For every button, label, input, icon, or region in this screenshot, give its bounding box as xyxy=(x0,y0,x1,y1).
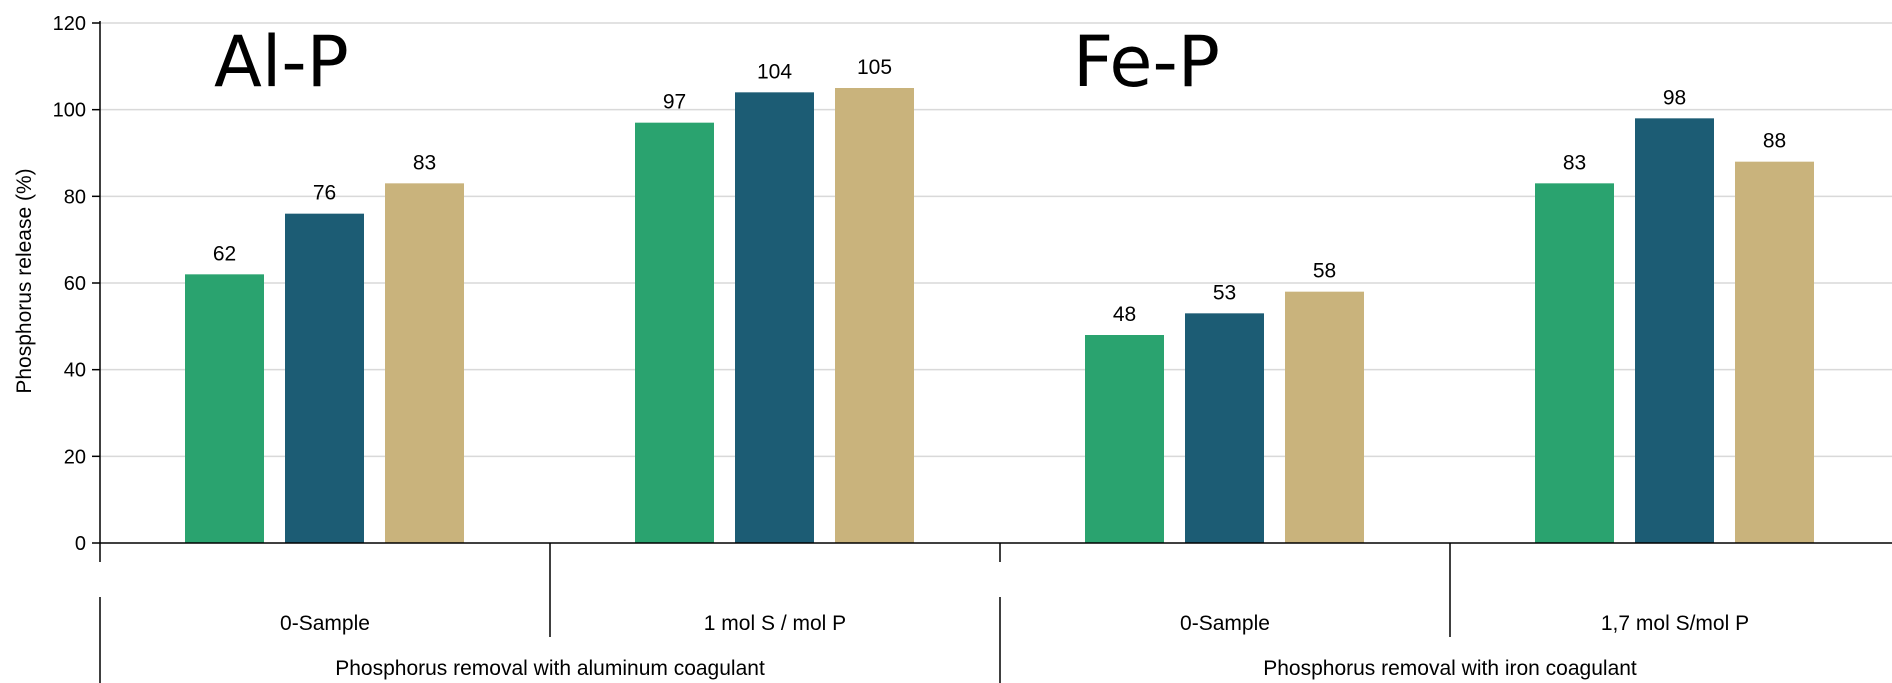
bar xyxy=(285,213,364,543)
y-axis-title: Phosphorus release (%) xyxy=(13,168,36,393)
y-tick-label: 100 xyxy=(53,100,86,122)
bars xyxy=(185,88,1814,544)
y-tick-label: 60 xyxy=(64,273,86,295)
bar xyxy=(1635,118,1714,543)
category-label: 1 mol S / mol P xyxy=(704,612,846,635)
data-label: 53 xyxy=(1213,281,1236,304)
bar xyxy=(385,183,464,544)
group-label: Phosphorus removal with aluminum coagula… xyxy=(335,657,765,680)
bar xyxy=(835,88,914,543)
data-label: 76 xyxy=(313,182,336,205)
bar xyxy=(735,92,814,543)
data-label: 104 xyxy=(757,60,792,83)
gridlines xyxy=(100,22,1892,458)
x-axis: 0-Sample 1 mol S / mol P Phosphorus remova… xyxy=(99,542,1892,683)
y-tick-label: 80 xyxy=(64,186,86,208)
data-label: 62 xyxy=(213,242,236,265)
data-label: 98 xyxy=(1663,86,1686,109)
category-label: 0-Sample xyxy=(1180,612,1270,635)
bar xyxy=(1085,335,1164,543)
category-label: 0-Sample xyxy=(280,612,370,635)
bar xyxy=(1285,291,1364,543)
data-label: 83 xyxy=(413,151,436,174)
y-tick-label: 0 xyxy=(75,533,86,555)
group-overlay-label-al-p: Al-P xyxy=(214,21,349,103)
data-label: 48 xyxy=(1113,303,1136,326)
y-tick-label: 20 xyxy=(64,446,86,468)
bar xyxy=(185,274,264,543)
y-tick-label: 40 xyxy=(64,360,86,382)
bar xyxy=(1735,161,1814,543)
y-axis: 0 20 40 60 80 100 120 xyxy=(53,13,101,555)
data-label: 105 xyxy=(857,56,892,79)
data-labels: 62 76 83 97 104 105 48 53 58 83 98 88 xyxy=(213,56,1786,326)
bar xyxy=(635,122,714,544)
bar xyxy=(1535,183,1614,544)
group-label: Phosphorus removal with iron coagulant xyxy=(1263,657,1637,680)
bar xyxy=(1185,313,1264,543)
y-tick-label: 120 xyxy=(53,13,86,35)
category-label: 1,7 mol S/mol P xyxy=(1601,612,1749,635)
data-label: 97 xyxy=(663,91,686,114)
data-label: 58 xyxy=(1313,260,1336,283)
data-label: 88 xyxy=(1763,130,1786,153)
data-label: 83 xyxy=(1563,151,1586,174)
group-overlay-label-fe-p: Fe-P xyxy=(1073,21,1220,103)
